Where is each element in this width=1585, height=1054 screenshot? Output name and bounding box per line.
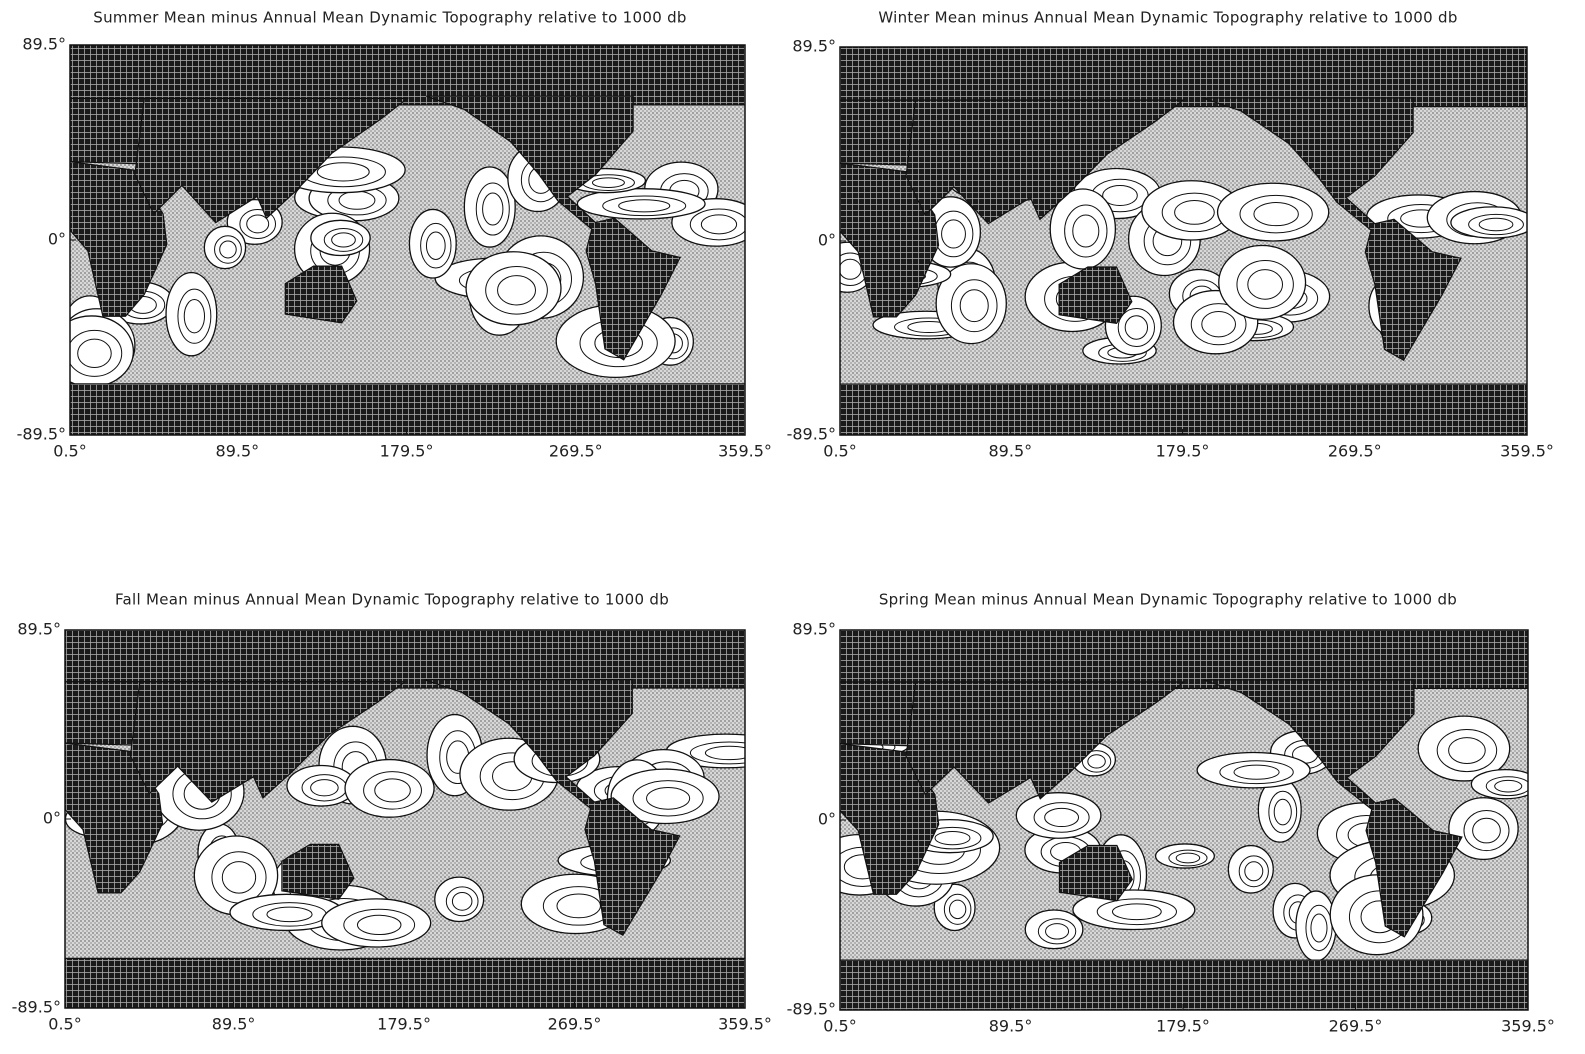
x-tick-label: 359.5° <box>718 442 772 461</box>
y-tick-label: 0° <box>818 231 836 250</box>
anomaly-region <box>1471 770 1539 799</box>
x-tick-label: 179.5° <box>377 1015 431 1034</box>
x-tick-label: 0.5° <box>823 442 856 461</box>
panel-title: Winter Mean minus Annual Mean Dynamic To… <box>878 9 1457 27</box>
anomaly-region <box>435 877 484 921</box>
land <box>64 629 746 688</box>
x-tick-label: 269.5° <box>548 1015 602 1034</box>
anomaly-region <box>204 226 245 268</box>
x-tick-label: 359.5° <box>1500 442 1554 461</box>
land <box>69 384 746 436</box>
panel-title: Spring Mean minus Annual Mean Dynamic To… <box>879 591 1457 609</box>
y-tick-label: -89.5° <box>787 425 836 444</box>
anomaly-region <box>1016 793 1101 839</box>
x-tick-label: 359.5° <box>1501 1017 1555 1036</box>
x-tick-label: 0.5° <box>48 1015 81 1034</box>
y-tick-label: 89.5° <box>22 35 66 54</box>
map-panel: Summer Mean minus Annual Mean Dynamic To… <box>17 9 772 461</box>
y-tick-label: 0° <box>818 810 836 829</box>
x-tick-label: 89.5° <box>216 442 260 461</box>
y-tick-label: 89.5° <box>792 620 836 639</box>
y-tick-label: 89.5° <box>17 620 61 639</box>
anomaly-region <box>577 189 705 219</box>
map-panel: Winter Mean minus Annual Mean Dynamic To… <box>787 9 1554 461</box>
x-tick-label: 179.5° <box>1156 442 1210 461</box>
x-tick-label: 269.5° <box>549 442 603 461</box>
x-tick-label: 89.5° <box>989 1017 1033 1036</box>
x-tick-label: 269.5° <box>1329 1017 1383 1036</box>
x-tick-label: 179.5° <box>380 442 434 461</box>
x-tick-label: 0.5° <box>823 1017 856 1036</box>
map-body <box>64 629 786 1009</box>
anomaly-region <box>1228 846 1273 893</box>
x-tick-label: 359.5° <box>718 1015 772 1034</box>
land <box>839 960 1529 1011</box>
panel-title: Fall Mean minus Annual Mean Dynamic Topo… <box>115 591 669 609</box>
y-tick-label: -89.5° <box>787 1000 836 1019</box>
land <box>839 46 1528 107</box>
land <box>839 629 1529 688</box>
anomaly-region <box>1156 844 1215 868</box>
anomaly-region <box>1025 910 1083 949</box>
x-tick-label: 89.5° <box>212 1015 256 1034</box>
x-tick-label: 89.5° <box>989 442 1033 461</box>
map-panel: Spring Mean minus Annual Mean Dynamic To… <box>787 591 1555 1036</box>
map-panel: Fall Mean minus Annual Mean Dynamic Topo… <box>12 591 787 1034</box>
y-tick-label: 89.5° <box>792 37 836 56</box>
y-tick-label: 0° <box>43 809 61 828</box>
map-body <box>814 629 1540 1011</box>
y-tick-label: -89.5° <box>17 425 66 444</box>
land <box>839 384 1528 436</box>
y-tick-label: 0° <box>48 230 66 249</box>
land <box>64 958 746 1009</box>
figure: Summer Mean minus Annual Mean Dynamic To… <box>0 0 1585 1054</box>
y-tick-label: -89.5° <box>12 998 61 1017</box>
x-tick-label: 179.5° <box>1156 1017 1210 1036</box>
land <box>69 44 746 105</box>
map-body <box>820 46 1535 436</box>
panel-title: Summer Mean minus Annual Mean Dynamic To… <box>93 9 687 27</box>
anomaly-region <box>311 220 370 255</box>
x-tick-label: 0.5° <box>53 442 86 461</box>
map-body <box>50 44 761 436</box>
x-tick-label: 269.5° <box>1328 442 1382 461</box>
